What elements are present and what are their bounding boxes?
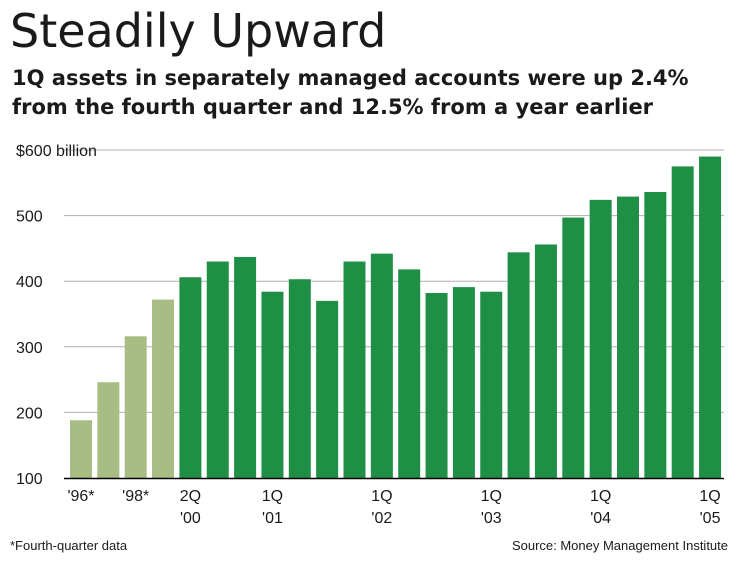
bar: [398, 269, 421, 478]
bar: [70, 420, 92, 478]
footnote: *Fourth-quarter data: [10, 538, 128, 553]
bar: [316, 300, 339, 478]
x-tick-label: 1Q: [262, 488, 283, 505]
x-tick-label: 1Q: [481, 488, 502, 505]
bar: [152, 299, 175, 478]
chart-title: Steadily Upward: [10, 4, 387, 58]
bar: [671, 166, 694, 478]
bar: [234, 256, 257, 478]
x-tick-label: '03: [481, 510, 502, 527]
bar: [534, 244, 557, 478]
bar: [562, 217, 585, 478]
y-tick-label: 400: [16, 274, 43, 291]
x-tick-label: 2Q: [180, 488, 201, 505]
x-tick-label: '04: [590, 510, 611, 527]
y-tick-label: 100: [16, 471, 43, 488]
bar: [179, 277, 202, 478]
x-tick-label: '05: [700, 510, 721, 527]
bar: [97, 382, 120, 478]
bar: [425, 293, 448, 478]
bar: [206, 261, 229, 478]
bar: [507, 252, 530, 478]
x-tick-label: '02: [371, 510, 392, 527]
bar: [370, 253, 393, 478]
x-tick-label: '98*: [122, 488, 149, 505]
bar: [617, 196, 639, 479]
x-tick-label: 1Q: [590, 488, 611, 505]
bar: [480, 291, 503, 478]
bar: [452, 287, 475, 478]
y-tick-label: 200: [16, 405, 43, 422]
x-tick-label: '01: [262, 510, 283, 527]
source-note: Source: Money Management Institute: [511, 538, 728, 553]
x-tick-label: '96*: [67, 488, 94, 505]
x-tick-label: '00: [180, 510, 201, 527]
bar: [589, 199, 612, 478]
y-tick-label: 500: [16, 209, 43, 226]
bar: [644, 191, 667, 478]
chart-subtitle: 1Q assets in separately managed accounts…: [12, 66, 689, 119]
y-tick-label: $600 billion: [16, 143, 97, 160]
bar: [699, 156, 722, 478]
bar: [288, 279, 311, 478]
bar: [343, 261, 366, 478]
x-tick-label: 1Q: [371, 488, 392, 505]
x-tick-label: 1Q: [699, 488, 720, 505]
y-tick-label: 300: [16, 340, 43, 357]
bar: [124, 336, 147, 478]
bar: [261, 291, 284, 478]
